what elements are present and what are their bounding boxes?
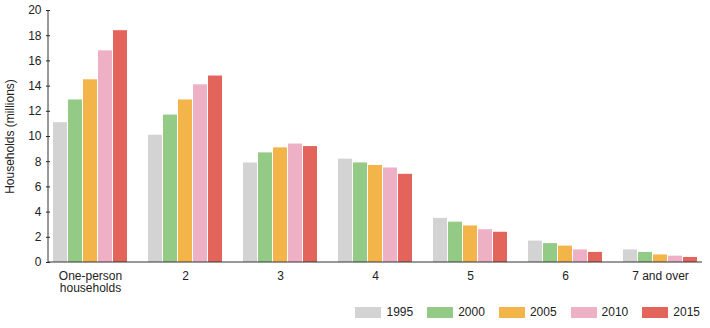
html-text:1995: 1995 — [386, 305, 414, 319]
svg-text:2: 2 — [35, 230, 42, 244]
svg-text:18: 18 — [28, 29, 42, 43]
svg-text:14: 14 — [28, 79, 42, 93]
svg-text:2: 2 — [182, 269, 189, 283]
svg-text:4: 4 — [372, 269, 379, 283]
html-text:2000: 2000 — [458, 305, 485, 319]
svg-text:4: 4 — [35, 205, 42, 219]
svg-text:16: 16 — [28, 54, 42, 68]
svg-text:8: 8 — [35, 155, 42, 169]
svg-text:3: 3 — [277, 269, 284, 283]
svg-text:6: 6 — [35, 180, 42, 194]
svg-text:12: 12 — [28, 104, 42, 118]
svg-text:7 and over: 7 and over — [632, 269, 689, 283]
html-text:2005: 2005 — [529, 305, 557, 319]
html-text:2015: 2015 — [673, 305, 700, 319]
svg-text:20: 20 — [28, 3, 42, 17]
svg-text:Households (millions): Households (millions) — [3, 79, 17, 194]
svg-text:5: 5 — [467, 269, 474, 283]
svg-text:One-personhouseholds: One-personhouseholds — [59, 269, 122, 295]
html-text:2010: 2010 — [601, 305, 629, 319]
svg-text:10: 10 — [28, 129, 42, 143]
svg-text:0: 0 — [35, 255, 42, 269]
svg-text:6: 6 — [562, 269, 569, 283]
